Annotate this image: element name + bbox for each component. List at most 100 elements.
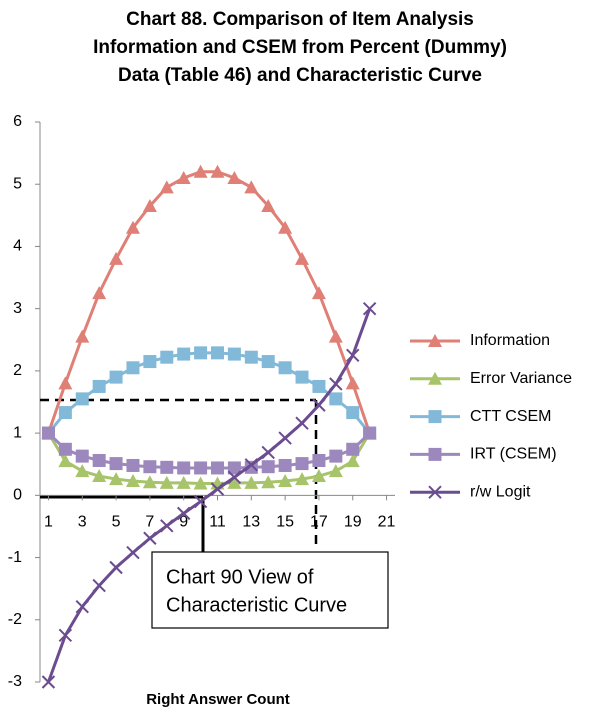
marker <box>159 180 174 194</box>
legend-label: CTT CSEM <box>470 408 551 425</box>
marker <box>345 454 360 468</box>
chart-title: Chart 88. Comparison of Item Analysis <box>126 9 474 30</box>
marker <box>126 458 140 472</box>
x-tick-label: 15 <box>276 514 294 531</box>
marker <box>312 453 326 467</box>
y-tick-label: 4 <box>13 238 22 255</box>
marker <box>75 600 89 614</box>
marker <box>41 675 56 689</box>
marker <box>143 355 157 369</box>
marker <box>312 379 326 393</box>
marker <box>75 392 89 406</box>
marker <box>92 469 107 483</box>
y-tick-label: -1 <box>8 549 22 566</box>
marker <box>227 347 241 361</box>
marker <box>295 370 309 384</box>
marker <box>295 251 310 265</box>
x-tick-label: 7 <box>145 514 154 531</box>
series-line <box>47 170 372 434</box>
marker <box>142 199 157 212</box>
marker <box>329 377 343 391</box>
marker <box>194 461 208 475</box>
marker <box>160 460 174 474</box>
legend-marker <box>428 334 442 347</box>
marker <box>143 460 157 474</box>
marker <box>278 458 292 472</box>
marker <box>261 475 276 489</box>
y-tick-label: 2 <box>13 362 22 379</box>
legend-marker <box>428 371 442 385</box>
chart-title: Information and CSEM from Percent (Dummy… <box>93 37 507 58</box>
marker <box>227 461 241 475</box>
x-tick-label: 21 <box>378 514 396 531</box>
marker <box>58 454 73 468</box>
marker <box>143 531 157 545</box>
marker <box>193 494 208 509</box>
marker <box>211 346 224 360</box>
marker <box>58 628 73 643</box>
y-tick-label: 0 <box>13 487 22 504</box>
marker <box>261 460 275 474</box>
marker <box>177 461 191 475</box>
marker <box>142 475 157 489</box>
marker <box>92 379 106 393</box>
y-tick-label: 1 <box>13 424 22 441</box>
marker <box>295 457 309 471</box>
x-tick-label: 19 <box>344 514 362 531</box>
legend-marker <box>428 447 442 461</box>
marker <box>159 475 174 489</box>
marker <box>92 286 107 300</box>
marker <box>227 470 242 484</box>
y-tick-label: 5 <box>13 175 22 192</box>
marker <box>193 476 208 490</box>
marker <box>160 519 174 533</box>
x-tick-label: 9 <box>179 514 188 531</box>
marker <box>177 347 191 361</box>
marker <box>328 464 343 478</box>
marker <box>75 329 90 343</box>
marker <box>329 449 343 463</box>
marker <box>126 361 140 375</box>
marker <box>346 348 360 363</box>
marker <box>58 442 72 456</box>
marker <box>109 457 123 471</box>
marker <box>92 453 106 467</box>
x-tick-label: 1 <box>44 514 53 531</box>
marker <box>126 545 140 560</box>
marker <box>41 426 55 440</box>
marker <box>278 474 293 488</box>
marker <box>193 164 208 178</box>
y-tick-label: -3 <box>8 673 22 690</box>
marker <box>176 506 191 521</box>
legend-marker <box>428 410 442 424</box>
marker <box>176 475 191 489</box>
marker <box>75 464 90 478</box>
marker <box>362 301 377 316</box>
marker <box>261 355 275 369</box>
marker <box>346 442 360 456</box>
marker <box>244 458 259 472</box>
marker <box>227 475 242 489</box>
marker <box>160 350 174 364</box>
marker <box>210 482 225 496</box>
marker <box>278 361 292 375</box>
x-axis-label: Right Answer Count <box>146 691 290 708</box>
marker <box>295 416 309 430</box>
y-tick-label: 6 <box>13 113 22 130</box>
marker <box>244 180 259 194</box>
marker <box>125 474 140 488</box>
x-tick-label: 17 <box>310 514 328 531</box>
marker <box>295 472 310 486</box>
marker <box>75 449 89 463</box>
marker <box>311 469 326 483</box>
x-tick-label: 11 <box>209 514 226 531</box>
marker <box>329 392 343 406</box>
marker <box>58 406 72 420</box>
annotation-box <box>151 551 389 629</box>
marker <box>312 398 326 412</box>
x-tick-label: 5 <box>112 514 121 531</box>
marker <box>176 171 191 184</box>
annotation-lines: Chart 90 View of Characteristic Curve <box>40 398 389 629</box>
legend-label: r/w Logit <box>470 483 531 500</box>
